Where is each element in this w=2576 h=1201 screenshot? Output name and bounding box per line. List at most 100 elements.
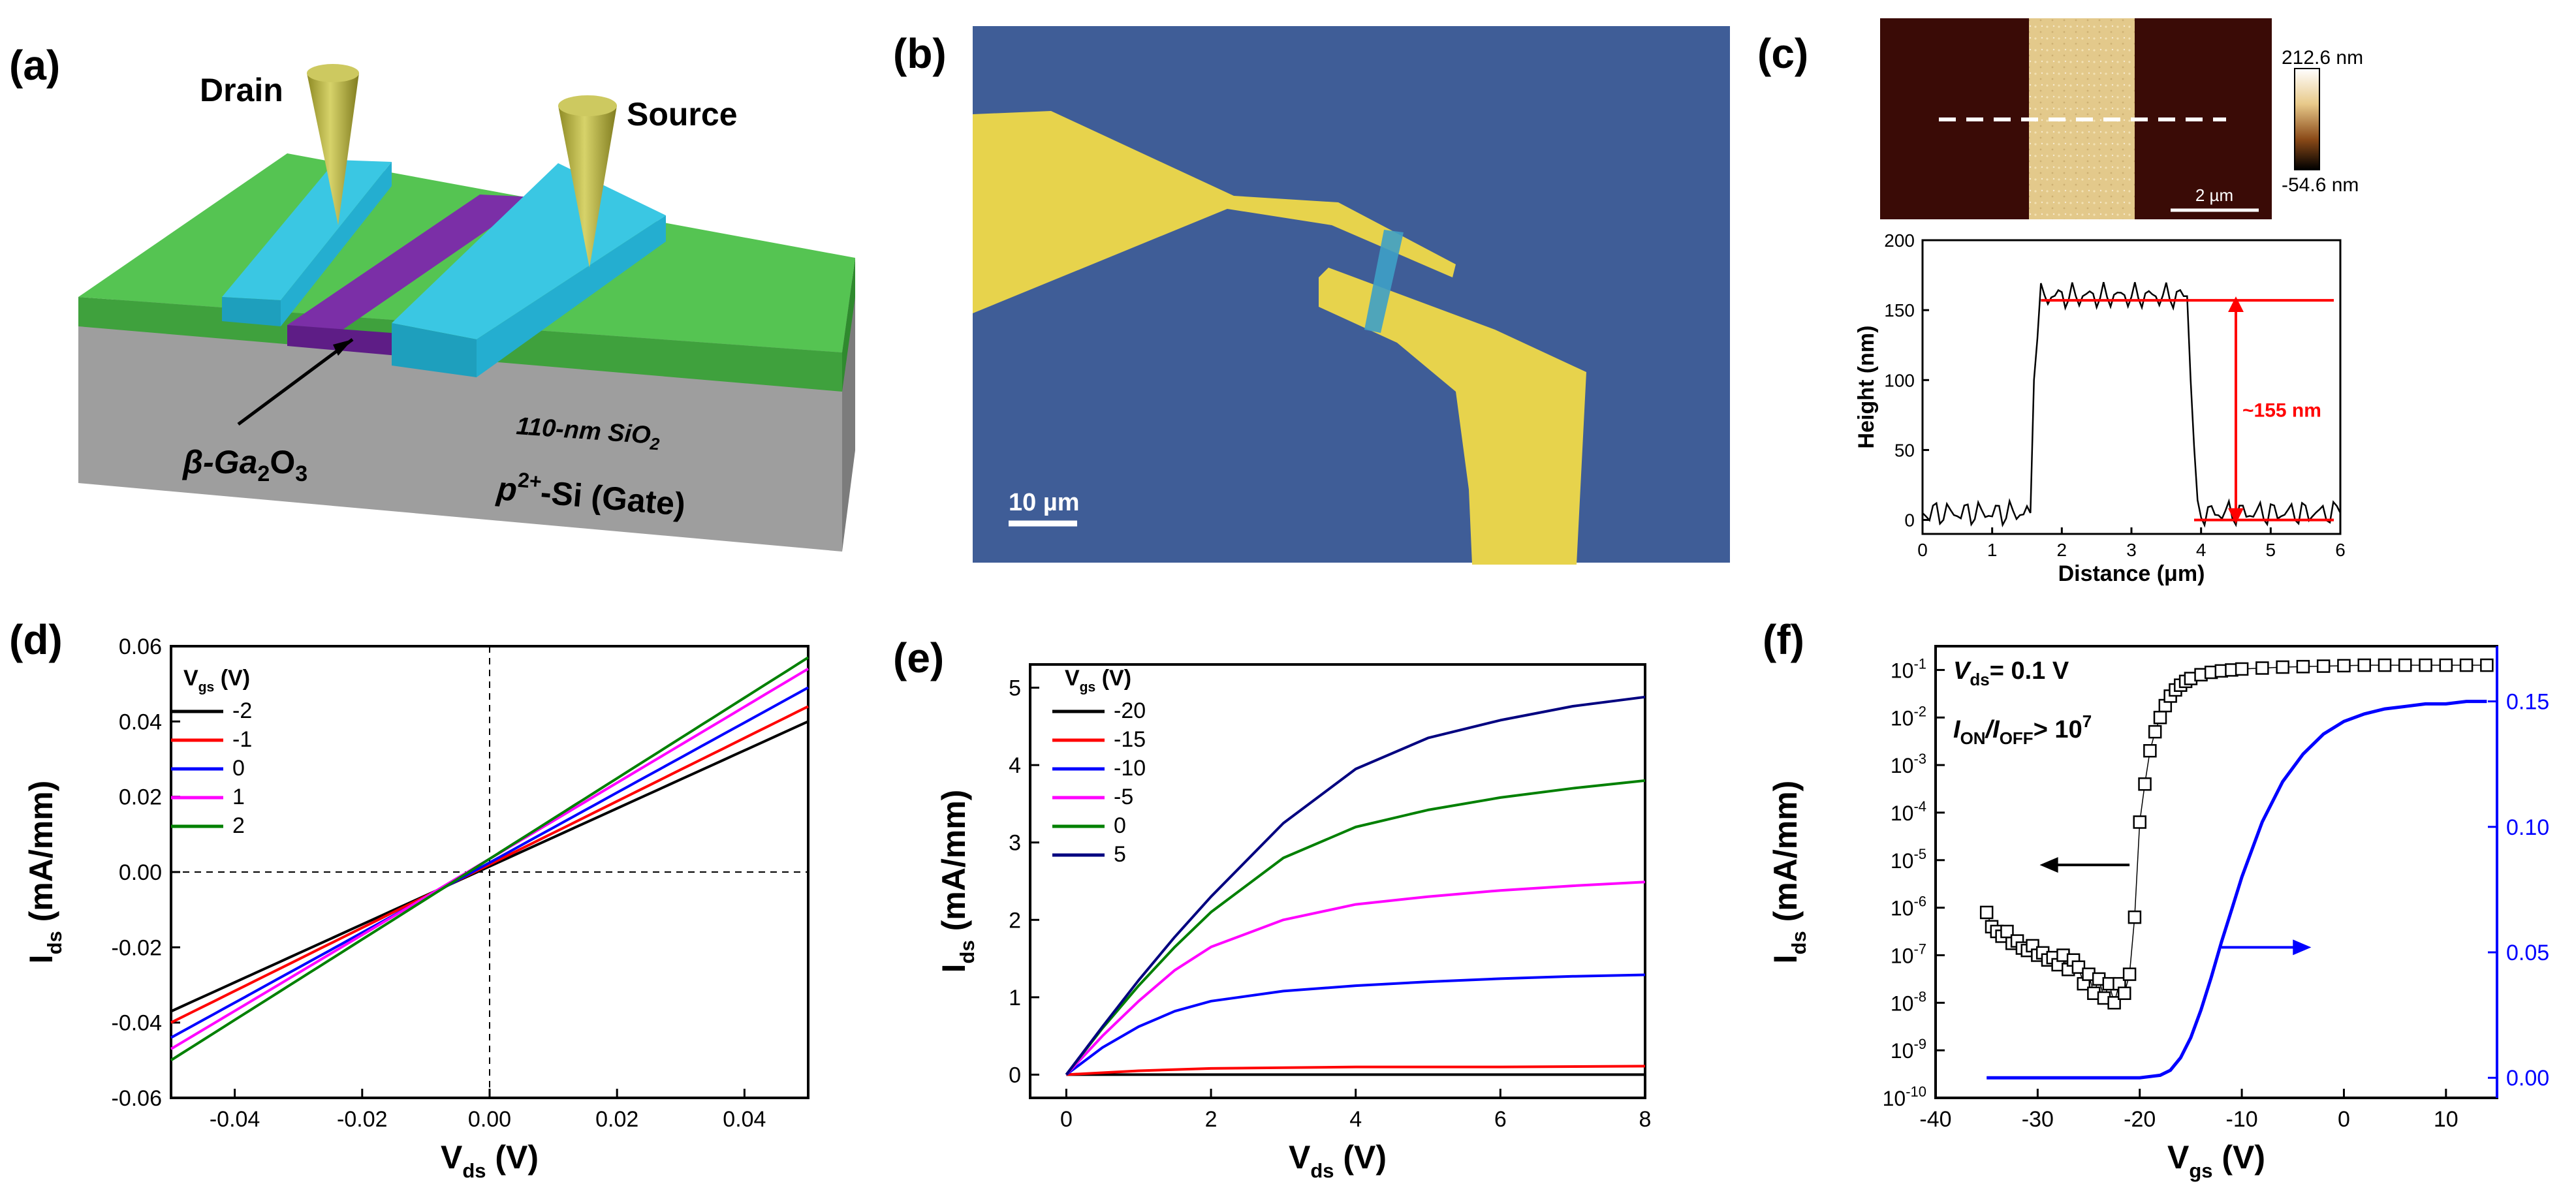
y-tick-label: 100: [1884, 370, 1915, 390]
y-tick-label: -0.04: [112, 1011, 163, 1036]
y-tick-label-left: 10-7: [1891, 941, 1926, 967]
plot-frame: [1029, 663, 1646, 1099]
legend-title: Vgs (V): [1065, 666, 1131, 695]
panel-label: (f): [1763, 616, 1804, 663]
arrow-right-head: [2293, 939, 2312, 956]
x-tick-label: 2: [2057, 540, 2067, 560]
y-tick-label: 200: [1884, 230, 1915, 251]
source-electrode-side: [477, 215, 666, 377]
y-tick-label: 4: [1009, 753, 1021, 778]
legend-label--20: -20: [1114, 698, 1146, 723]
series-line--1: [170, 705, 809, 1024]
vds-annotation: Vds= 0.1 V: [1953, 657, 2069, 689]
gold-pad-left: [973, 111, 1456, 313]
log-current-marker: [2276, 660, 2289, 674]
x-tick-label: -40: [1919, 1107, 1951, 1132]
x-tick-label: 4: [1349, 1107, 1362, 1132]
y-tick-label: 3: [1009, 831, 1021, 856]
material-pointer: [237, 337, 354, 426]
x-tick-label: 6: [2335, 540, 2346, 560]
x-tick-label: -0.04: [210, 1107, 260, 1132]
legend-label-5: 5: [1114, 842, 1126, 867]
y-tick-label-left: 10-1: [1891, 655, 1926, 682]
y-tick-label-left: 10-10: [1883, 1084, 1926, 1110]
x-axis-label: Vds (V): [441, 1139, 539, 1182]
source-electrode-front: [392, 323, 477, 377]
colorbar-max: 212.6 nm: [2282, 47, 2363, 69]
log-current-marker: [2107, 996, 2121, 1010]
x-tick-label: 10: [2434, 1107, 2458, 1132]
series-line--5: [1065, 881, 1646, 1076]
y-tick-label: 0.00: [119, 860, 162, 885]
y-tick-label: -0.06: [112, 1086, 163, 1111]
x-tick-label: 4: [2196, 540, 2207, 560]
scalebar-c-label: 2 µm: [2195, 185, 2233, 205]
source-label: Source: [627, 96, 738, 133]
y-tick-label: 5: [1009, 676, 1021, 701]
x-tick-label: -10: [2226, 1107, 2258, 1132]
log-current-marker: [2316, 659, 2331, 673]
scalebar-b-label: 10 µm: [1009, 489, 1080, 516]
series-line-5: [1065, 695, 1646, 1076]
substrate-side: [842, 281, 855, 552]
panel-c: (c) 2 µm 212.6 nm -54.6 nm 0 1 2 3 4 5 6 0 50 100…: [1757, 18, 2363, 586]
log-current-marker: [2153, 711, 2167, 725]
log-current-marker: [1979, 905, 1994, 920]
x-tick-label: 1: [1987, 540, 1998, 560]
y-axis-label: Ids (mA/mm): [1767, 781, 1810, 964]
x-tick-label: -0.02: [337, 1107, 388, 1132]
x-axis-label: Distance (μm): [2058, 561, 2205, 586]
panel-b-label: (b): [893, 30, 947, 77]
panel-label: (d): [9, 616, 63, 663]
x-tick-label: -30: [2022, 1107, 2054, 1132]
series-line-2: [170, 656, 809, 1061]
source-probe-cap: [558, 95, 617, 116]
panel-a-label: (a): [9, 42, 60, 89]
x-tick-label: 0: [1917, 540, 1928, 560]
x-tick-label: 0: [1060, 1107, 1073, 1132]
legend-label--5: -5: [1114, 785, 1133, 809]
y-tick-label-left: 10-8: [1891, 988, 1926, 1015]
drain-probe-cap: [307, 64, 359, 82]
series-line--10: [1065, 973, 1646, 1076]
drain-electrode-front: [222, 297, 281, 326]
legend-label--2: -2: [232, 698, 252, 723]
log-current-marker: [2235, 662, 2249, 676]
source-probe: [558, 106, 617, 268]
height-profile-line: [1922, 282, 2342, 528]
y-tick-label: 50: [1894, 440, 1915, 460]
y-tick-label-left: 10-3: [1891, 751, 1926, 777]
log-current-marker: [2122, 967, 2137, 981]
x-tick-label: 0.00: [468, 1107, 511, 1132]
legend-label--1: -1: [232, 727, 252, 752]
drain-probe: [307, 73, 359, 225]
y-tick-label: 2: [1009, 908, 1021, 933]
y-tick-label-left: 10-5: [1891, 846, 1926, 873]
y-tick-label: 150: [1884, 300, 1915, 320]
series-line-0: [170, 686, 809, 1039]
x-tick-label: 2: [1205, 1107, 1217, 1132]
material-pointer-head: [333, 339, 353, 356]
y-tick-label-left: 10-2: [1891, 703, 1926, 730]
log-current-marker: [2459, 658, 2474, 672]
transfer-chart: (f) -40 -30 -20 -10 0 10 10-10 10-9 10-8 10-7 10-6 1…: [1763, 616, 2549, 1182]
iv-output-chart: (e) 0 2 4 6 8 0 1 2 3 4 5 Vds (V) Ids (mA/mm) Vgs (V) -…: [893, 634, 1651, 1182]
gold-pad-right: [1319, 268, 1586, 565]
log-current-marker: [2439, 658, 2453, 672]
iv-output-chart-small: (d) -0.04 -0.02 0.00 0.02 0.04 -0.06 -0.04 -0.02…: [9, 616, 809, 1182]
log-current-marker: [2398, 658, 2412, 672]
x-tick-label: 5: [2266, 540, 2276, 560]
afm-profile-chart: 0 1 2 3 4 5 6 0 50 100 150 200 Distance (μm) Height (…: [1854, 230, 2346, 586]
panel-c-label: (c): [1757, 30, 1808, 77]
log-current-marker: [2480, 658, 2494, 672]
step-height-label: ~155 nm: [2242, 399, 2321, 421]
x-tick-label: 3: [2126, 540, 2137, 560]
legend-label-1: 1: [232, 785, 245, 809]
legend-title: Vgs (V): [183, 666, 250, 695]
log-current-marker: [2138, 777, 2152, 791]
colorbar: [2294, 68, 2320, 170]
y-axis-label: Ids (mA/mm): [23, 781, 66, 964]
legend-label-0: 0: [232, 756, 245, 781]
y-tick-label-right: 0.15: [2506, 690, 2549, 715]
linear-current-line: [1987, 700, 2487, 1080]
